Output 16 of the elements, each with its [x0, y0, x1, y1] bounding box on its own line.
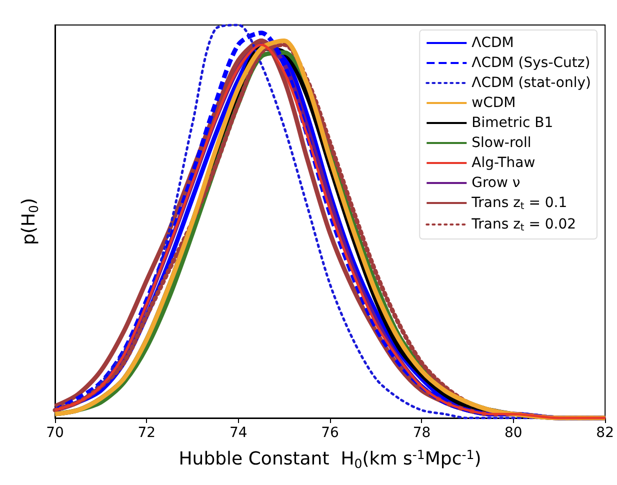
- legend-label: Bimetric B1: [472, 115, 554, 131]
- legend-label: ΛCDM: [472, 35, 514, 51]
- x-tick-label: 72: [138, 425, 156, 441]
- legend-label: wCDM: [472, 95, 516, 111]
- x-tick-label: 78: [412, 425, 431, 441]
- y-axis-title: p(H0): [18, 198, 41, 246]
- x-tick-label: 70: [46, 425, 64, 441]
- x-tick-label: 82: [596, 425, 614, 441]
- x-tick-label: 74: [229, 425, 248, 441]
- legend-label: Alg-Thaw: [472, 155, 536, 171]
- legend-label: ΛCDM (stat-only): [472, 75, 592, 91]
- legend-label: Grow ν: [472, 175, 520, 191]
- legend-label: Slow-roll: [472, 135, 532, 151]
- legend-label: ΛCDM (Sys-Cutz): [472, 55, 590, 71]
- x-tick-label: 76: [321, 425, 340, 441]
- x-tick-label: 80: [504, 425, 522, 441]
